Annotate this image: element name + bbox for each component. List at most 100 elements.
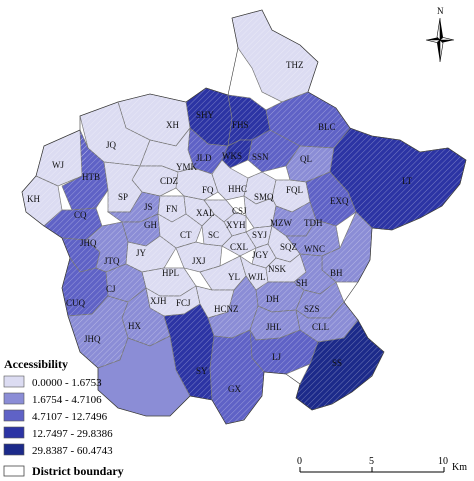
district-label-jq: JQ: [106, 140, 117, 150]
district-label-shy: SHY: [196, 110, 215, 120]
hatch-jld: [188, 128, 228, 174]
hatch-jy: [126, 236, 176, 272]
legend-boundary-swatch: [3, 465, 25, 477]
district-label-jtq: JTQ: [104, 256, 120, 266]
district-label-jld: JLD: [196, 153, 212, 163]
study-area-outline: [21, 9, 467, 425]
district-label-wjl: WJL: [248, 272, 266, 282]
district-label-cxl: CXL: [230, 242, 248, 252]
scale-tick-10: 10: [438, 456, 448, 467]
district-label-sh: SH: [296, 278, 308, 288]
district-label-jhq-south: JHQ: [84, 334, 101, 344]
district-label-htb: HTB: [82, 172, 100, 182]
district-label-fql: FQL: [286, 185, 303, 195]
hatch-js: [108, 192, 160, 222]
district-label-hhc: HHC: [228, 184, 247, 194]
hatch-sh: [294, 254, 336, 294]
district-label-fq: FQ: [202, 185, 214, 195]
district-label-hcnz: HCNZ: [214, 304, 239, 314]
legend-label-5: 29.8387 - 60.4743: [32, 445, 113, 457]
hatch-ct: [158, 214, 202, 248]
district-label-lt: LT: [402, 176, 413, 186]
district-label-fn: FN: [166, 204, 178, 214]
district-label-gx: GX: [228, 384, 241, 394]
hatch-jq: [80, 102, 150, 166]
district-label-ql: QL: [300, 154, 312, 164]
hatch-ss: [296, 320, 384, 410]
district-label-jy: JY: [136, 248, 147, 258]
hatch-fql: [272, 180, 310, 212]
district-label-fhs: FHS: [232, 120, 249, 130]
hatch-xyh: [224, 212, 246, 236]
district-label-jxj: JXJ: [192, 256, 206, 266]
hatch-yl: [200, 256, 246, 290]
district-label-xyh: XYH: [226, 220, 246, 230]
scale-unit: Km: [452, 462, 467, 473]
hatch-exq: [306, 172, 356, 226]
district-label-ymk: YMK: [176, 162, 198, 172]
district-label-sqz: SQZ: [280, 242, 297, 252]
district-label-ssn: SSN: [252, 152, 269, 162]
hatch-fcj: [196, 286, 234, 318]
hatch-jxj: [176, 242, 222, 272]
hatch-hhc: [212, 160, 248, 200]
district-label-cll: CLL: [312, 322, 329, 332]
legend-swatch-2: [3, 392, 25, 405]
hatch-jhq1: [62, 238, 100, 272]
hatch-sc: [202, 214, 232, 246]
hatch-kh: [22, 176, 62, 226]
district-label-fcj: FCJ: [176, 298, 191, 308]
legend-label-3: 4.7107 - 12.7496: [32, 411, 108, 423]
hatch-tdh: [272, 202, 316, 236]
district-label-gh: GH: [144, 220, 157, 230]
hatch-ssn: [248, 130, 300, 172]
hatch-wnc: [286, 220, 340, 256]
district-label-wks: WKS: [222, 151, 242, 161]
hatch-cll: [296, 302, 358, 342]
hatch-fq: [176, 168, 218, 200]
district-label-jgy: JGY: [252, 250, 269, 260]
hatch-cj: [106, 264, 146, 302]
district-label-ct: CT: [180, 230, 192, 240]
hatch-jhl: [250, 306, 300, 340]
scale-tick-5: 5: [369, 456, 374, 467]
district-label-cj: CJ: [106, 284, 116, 294]
north-arrow-icon: N: [425, 6, 455, 63]
legend-label-1: 0.0000 - 1.6753: [32, 377, 102, 389]
hatch-jhq2: [68, 296, 128, 368]
district-label-sp: SP: [118, 192, 128, 202]
district-label-nsk: NSK: [268, 264, 287, 274]
district-label-dh: DH: [266, 294, 279, 304]
hatch-dh: [256, 282, 304, 312]
district-label-sc: SC: [208, 230, 219, 240]
hatch-wks: [222, 140, 252, 168]
hatch-cdz: [132, 166, 178, 196]
hatch-xjh: [146, 286, 200, 316]
district-hatch-overlay: [22, 10, 466, 424]
district-label-kh: KH: [27, 194, 40, 204]
hatch-sqz: [268, 226, 300, 262]
district-label-lj: LJ: [272, 352, 281, 362]
district-label-yl: YL: [228, 272, 240, 282]
district-label-mzw: MZW: [270, 218, 293, 228]
district-label-exq: EXQ: [330, 196, 349, 206]
hatch-lt: [330, 128, 466, 230]
district-label-js: JS: [144, 202, 153, 212]
legend-boundary-label: District boundary: [32, 464, 124, 478]
hatch-jgy: [252, 244, 276, 268]
hatch-wjl: [240, 256, 268, 290]
hatch-mzw: [244, 196, 276, 228]
hatch-shy: [186, 88, 232, 146]
hatch-gx: [210, 330, 264, 424]
hatch-cq: [44, 208, 102, 240]
hatch-szs: [296, 282, 344, 318]
hatch-ql: [286, 146, 334, 182]
district-label-jhl: JHL: [266, 322, 282, 332]
district-label-bh: BH: [330, 268, 343, 278]
hatch-hcnz: [208, 276, 258, 338]
hatch-blc: [266, 92, 350, 148]
hatch-cxl: [222, 232, 256, 256]
legend-title: Accessibility: [4, 357, 68, 371]
hatch-nsk: [266, 254, 306, 282]
